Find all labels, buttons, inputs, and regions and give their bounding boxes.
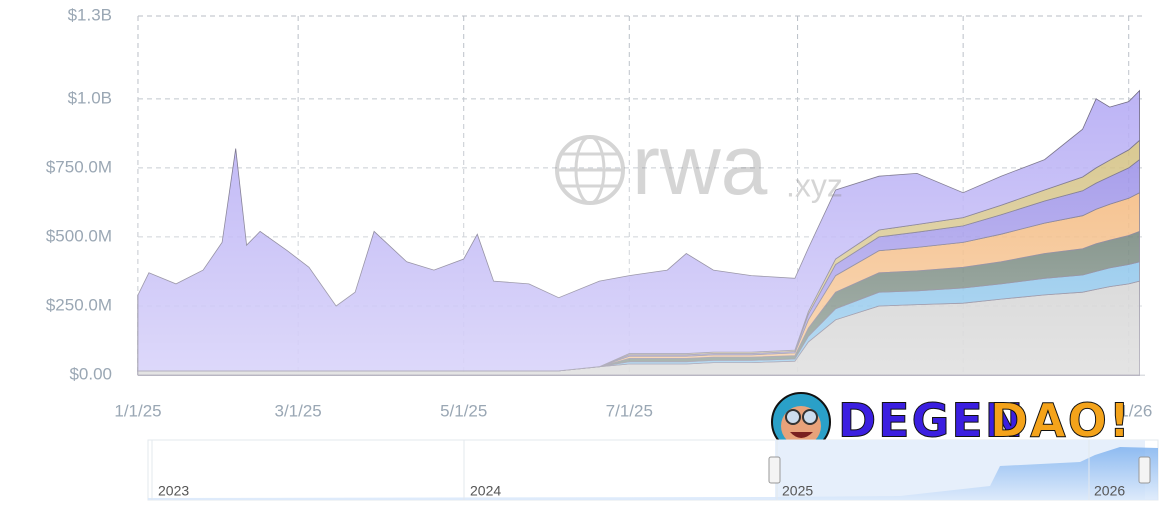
x-tick-label: 7/1/25 (606, 401, 653, 420)
logo-bg (830, 397, 1115, 447)
labels: $0.00 $250.0M $500.0M $750.0M $1.0B $1.3B 1/1/… (46, 5, 1153, 420)
globe-line (574, 135, 606, 205)
logo-eye (802, 409, 818, 425)
navigator: 2023 2024 2025 2026 (147, 439, 1159, 501)
y-tick-label: $1.0B (68, 88, 112, 107)
y-tick-label: $0.00 (69, 364, 112, 383)
globe (555, 135, 625, 205)
navigator-label: 2023 (158, 483, 189, 499)
navigator-area (148, 447, 1158, 500)
navigator-handle[interactable] (1138, 456, 1151, 484)
navigator-handle[interactable] (768, 456, 781, 484)
watermark: rwa .xyz (555, 118, 843, 212)
watermark-text: rwa (632, 118, 768, 212)
y-tick-label: $500.0M (46, 226, 112, 245)
x-tick-label: 3/1/25 (275, 401, 322, 420)
fade-overlay (138, 16, 1145, 375)
x-tick-label: 5/1/25 (440, 401, 487, 420)
logo-second: DAO! (990, 394, 1132, 448)
navigator-label: 2024 (470, 483, 501, 499)
y-tick-label: $1.3B (68, 5, 112, 24)
y-tick-label: $750.0M (46, 157, 112, 176)
logo-first: DEGEN (838, 394, 1025, 448)
navigator-label: 2025 (782, 483, 813, 499)
x-tick-label: 1/1/25 (114, 401, 161, 420)
navigator-label: 2026 (1094, 483, 1125, 499)
y-tick-label: $250.0M (46, 295, 112, 314)
watermark-suffix: .xyz (786, 167, 843, 203)
x-tick-label: 1/1/26 (1105, 401, 1152, 420)
logo-eye (785, 409, 801, 425)
logo-mouth (790, 432, 813, 438)
logo: DEGEN DAO! (771, 392, 1132, 452)
